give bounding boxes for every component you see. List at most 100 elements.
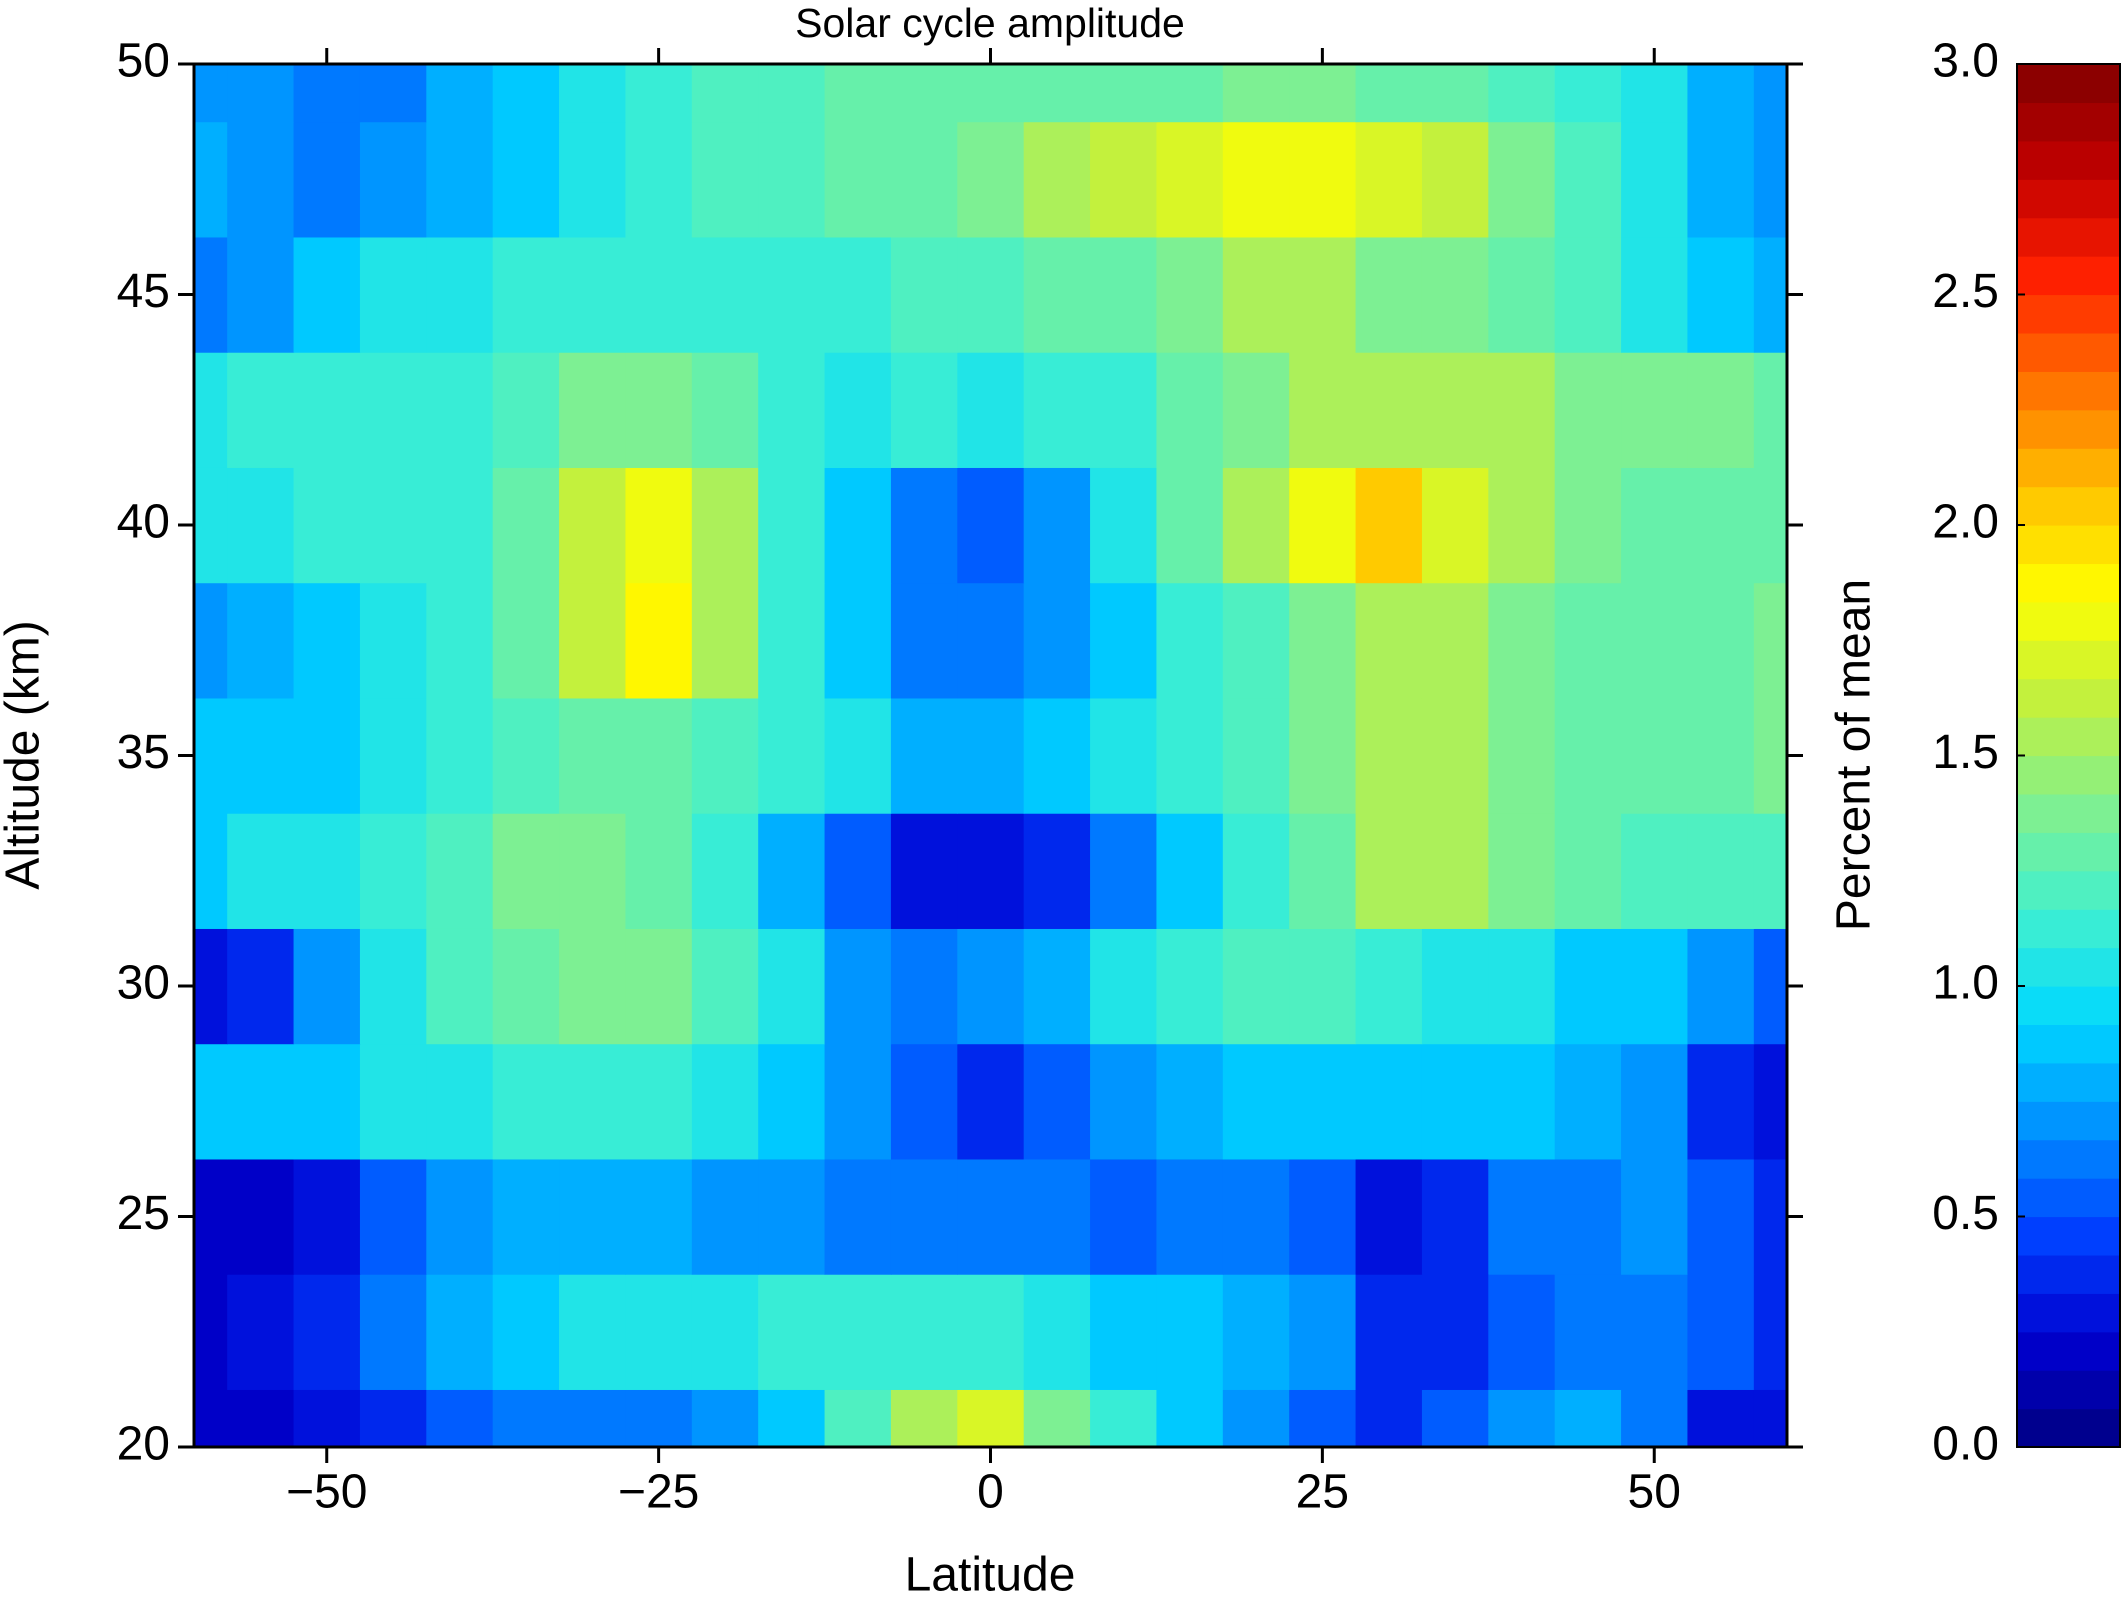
- cell: [1621, 1389, 1689, 1448]
- y-tick-label: 45: [117, 265, 170, 318]
- cell: [1554, 467, 1622, 584]
- cell: [758, 1389, 826, 1448]
- cell: [1023, 582, 1091, 699]
- cell: [559, 236, 627, 353]
- x-tick-label: −25: [618, 1466, 699, 1519]
- cell: [1222, 64, 1290, 123]
- cell: [492, 64, 560, 123]
- x-axis-label: Latitude: [905, 1549, 1076, 1602]
- cell: [1554, 1043, 1622, 1160]
- cell: [1090, 236, 1158, 353]
- cell: [890, 928, 958, 1045]
- cell: [426, 1043, 494, 1160]
- cell: [1488, 1158, 1556, 1275]
- cell: [293, 582, 361, 699]
- cell: [559, 1158, 627, 1275]
- x-tick-label: 50: [1628, 1466, 1681, 1519]
- cell: [1621, 582, 1689, 699]
- cell: [1554, 928, 1622, 1045]
- cell: [1355, 928, 1423, 1045]
- cell: [293, 928, 361, 1045]
- cell: [1488, 64, 1556, 123]
- cell: [1488, 928, 1556, 1045]
- colorbar-tick-label: 1.5: [1932, 726, 1999, 779]
- cell: [824, 64, 892, 123]
- colorbar-band: [2017, 678, 2120, 718]
- cell: [824, 582, 892, 699]
- colorbar-band: [2017, 1331, 2120, 1371]
- cell: [1090, 1389, 1158, 1448]
- colorbar-band: [2017, 870, 2120, 910]
- cell: [1687, 1158, 1755, 1275]
- cell: [1156, 813, 1224, 929]
- cell: [824, 1389, 892, 1448]
- cell: [758, 467, 826, 584]
- cell: [359, 121, 427, 238]
- cell: [492, 1043, 560, 1160]
- cell: [1023, 121, 1091, 238]
- cell: [359, 467, 427, 584]
- cell: [1554, 352, 1622, 468]
- cell: [1687, 582, 1755, 699]
- cell: [1355, 582, 1423, 699]
- cell: [824, 467, 892, 584]
- cell: [890, 352, 958, 468]
- cell: [890, 121, 958, 238]
- cell: [957, 582, 1025, 699]
- cell: [1753, 928, 1788, 1045]
- colorbar-band: [2017, 1216, 2120, 1256]
- cell: [1222, 582, 1290, 699]
- colorbar-band: [2017, 1408, 2120, 1448]
- cell: [890, 1158, 958, 1275]
- colorbar-band: [2017, 217, 2120, 257]
- colorbar-band: [2017, 563, 2120, 603]
- colorbar-band: [2017, 755, 2120, 795]
- colorbar: [2017, 64, 2120, 1448]
- cell: [293, 64, 361, 123]
- cell: [625, 64, 693, 123]
- cell: [1156, 467, 1224, 584]
- cell: [426, 928, 494, 1045]
- cell: [1687, 121, 1755, 238]
- cell: [293, 236, 361, 353]
- cell: [957, 1158, 1025, 1275]
- colorbar-band: [2017, 1370, 2120, 1410]
- cell: [1488, 813, 1556, 929]
- colorbar-band: [2017, 1024, 2120, 1064]
- colorbar-tick-label: 1.0: [1932, 957, 1999, 1010]
- cell: [492, 121, 560, 238]
- y-tick-label: 50: [117, 35, 170, 88]
- cell: [625, 352, 693, 468]
- cell: [1421, 64, 1489, 123]
- cell: [957, 236, 1025, 353]
- cell: [1289, 352, 1357, 468]
- colorbar-band: [2017, 332, 2120, 372]
- cell: [1090, 352, 1158, 468]
- cell: [1222, 1389, 1290, 1448]
- colorbar-band: [2017, 525, 2120, 565]
- cell: [293, 1389, 361, 1448]
- cell: [1023, 64, 1091, 123]
- cell: [194, 236, 228, 353]
- cell: [758, 582, 826, 699]
- cell: [890, 1043, 958, 1160]
- cell: [625, 236, 693, 353]
- cell: [1421, 352, 1489, 468]
- cell: [691, 813, 759, 929]
- cell: [691, 1389, 759, 1448]
- cell: [1687, 697, 1755, 814]
- cell: [1687, 64, 1755, 123]
- cell: [1753, 1274, 1788, 1390]
- cell: [559, 1274, 627, 1390]
- cell: [1222, 928, 1290, 1045]
- cell: [559, 697, 627, 814]
- y-tick-label: 40: [117, 496, 170, 549]
- x-tick-label: −50: [286, 1466, 367, 1519]
- cell: [1289, 1274, 1357, 1390]
- cell: [1156, 1043, 1224, 1160]
- cell: [1023, 697, 1091, 814]
- cell: [1554, 582, 1622, 699]
- cell: [1289, 1043, 1357, 1160]
- cell: [426, 352, 494, 468]
